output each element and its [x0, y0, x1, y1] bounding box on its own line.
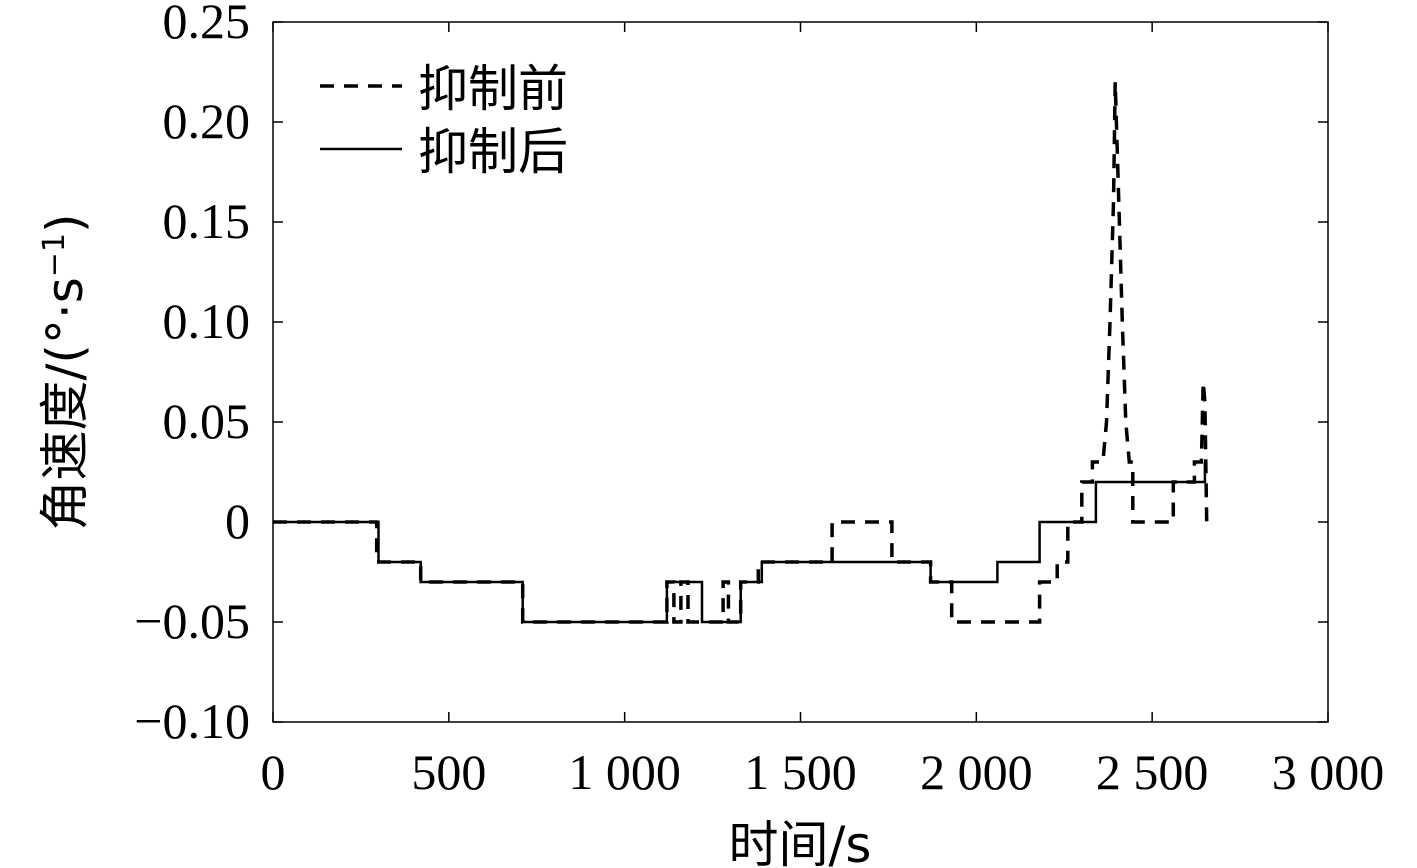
- legend-label-after: 抑制后: [418, 123, 568, 181]
- y-tick-label: 0: [225, 493, 250, 549]
- y-tick-label: 0.20: [163, 93, 251, 149]
- y-axis-title: 角速度/(°·s−1): [36, 213, 94, 530]
- legend-label-before: 抑制前: [418, 60, 568, 118]
- x-tick-label: 2 000: [920, 744, 1033, 800]
- x-axis-title: 时间/s: [729, 816, 872, 868]
- y-tick-label: 0.05: [163, 393, 251, 449]
- y-axis-title-close: ): [36, 213, 94, 233]
- series-line-before: [273, 81, 1209, 624]
- x-tick-label: 2 500: [1096, 744, 1209, 800]
- x-tick-label: 0: [261, 744, 286, 800]
- legend: 抑制前 抑制后: [320, 60, 568, 181]
- x-tick-label: 1 500: [744, 744, 857, 800]
- y-tick-label: 0.25: [163, 0, 251, 49]
- axes-layer: 0 500 1 000 1 500 2 000 2 500 3 000 −0.10 −0.05 0…: [134, 0, 1384, 800]
- x-tick-label: 1 000: [568, 744, 681, 800]
- y-axis-title-main: 角速度/(°·s: [36, 277, 94, 530]
- x-tick-label: 3 000: [1272, 744, 1385, 800]
- x-tick-label: 500: [411, 744, 486, 800]
- series-line-after: [273, 462, 1207, 624]
- y-tick-label: −0.05: [134, 593, 250, 649]
- y-tick-label: 0.10: [163, 293, 251, 349]
- y-tick-label: 0.15: [163, 193, 251, 249]
- y-tick-label: −0.10: [134, 693, 250, 749]
- series-layer: [273, 81, 1209, 624]
- y-axis-title-sup: −1: [37, 233, 72, 277]
